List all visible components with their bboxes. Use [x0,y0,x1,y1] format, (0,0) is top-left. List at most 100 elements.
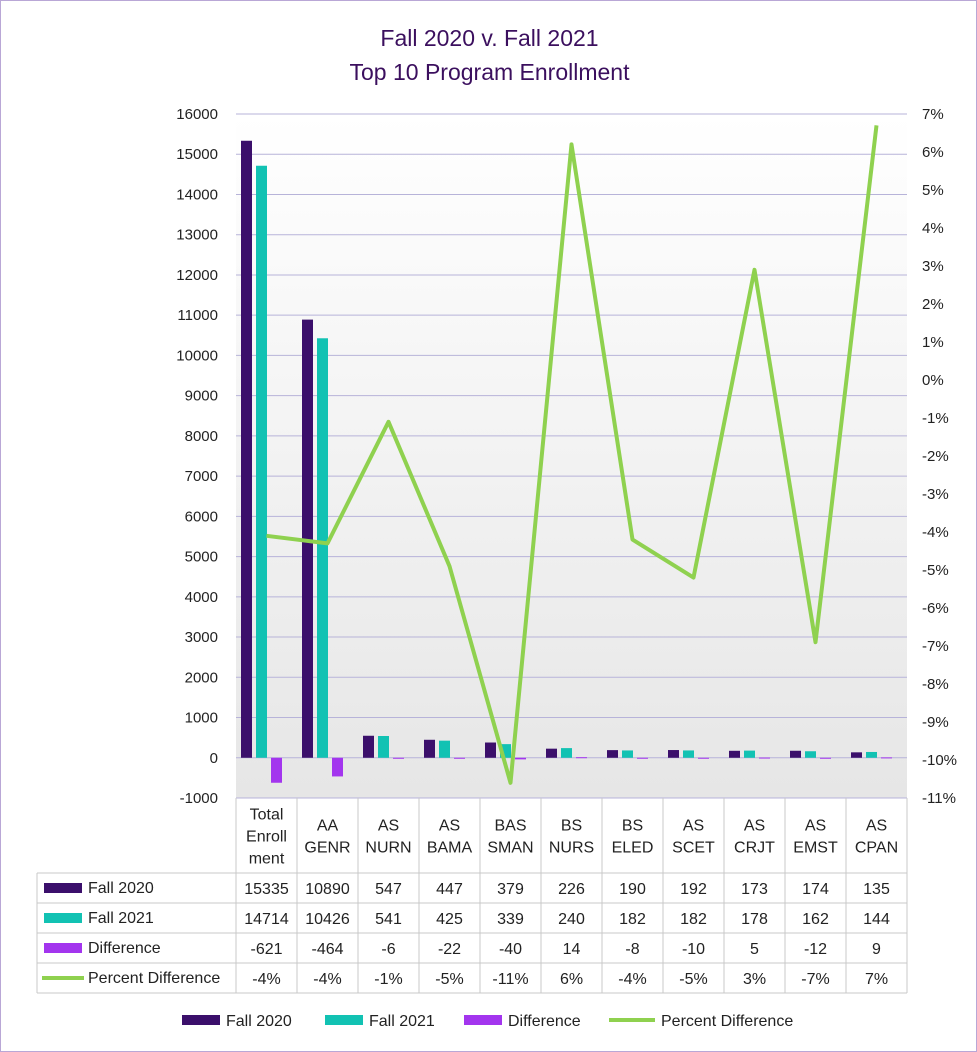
bar-difference [576,757,587,759]
table-cell: 339 [497,911,524,928]
bar-difference [271,757,282,783]
left-axis-tick-label: 7000 [185,468,218,485]
bar-fall-2021 [744,750,755,758]
table-cell: -5% [679,971,707,988]
bar-fall-2021 [622,750,633,758]
right-axis-tick-label: -4% [922,524,949,541]
category-label: CPAN [855,840,898,857]
table-cell: 182 [680,911,707,928]
left-axis-tick-label: 16000 [176,106,218,123]
left-axis-tick-label: 2000 [185,669,218,686]
table-cell: -8 [625,941,639,958]
table-cell: 173 [741,881,768,898]
table-cell: 547 [375,881,402,898]
left-axis-tick-label: 11000 [177,307,218,324]
data-table: Total Enroll ment AA GENR AS NURN AS BAMA BAS SMAN… [36,798,908,994]
left-axis-tick-label: 10000 [176,347,218,364]
legend-label: Difference [508,1013,581,1030]
chart-title-line-2: Top 10 Program Enrollment [349,59,630,85]
bar-fall-2021 [866,751,877,758]
right-axis-tick-label: 1% [922,334,944,351]
table-cell: -7% [801,971,829,988]
legend-key [464,1015,502,1025]
table-cell: 5 [750,941,759,958]
category-label: CRJT [734,840,775,857]
left-axis-tick-label: 12000 [176,267,218,284]
category-label: BS [561,818,582,835]
bar-difference [637,757,648,759]
left-axis-tick-label: -1000 [180,790,218,807]
gridlines [236,113,907,799]
left-axis-tick-label: 15000 [176,146,218,163]
category-label: AS [866,818,887,835]
table-cell: 6% [560,971,583,988]
right-axis-tick-label: 3% [922,258,944,275]
table-cell: 3% [743,971,766,988]
table-cell: 10426 [305,911,350,928]
left-axis-tick-label: 0 [210,750,218,767]
table-cell: -4% [313,971,341,988]
left-axis-tick-label: 9000 [185,388,218,405]
table-cell: 226 [558,881,585,898]
table-cell: 425 [436,911,463,928]
category-label: AS [683,818,704,835]
category-label: AS [439,818,460,835]
table-cell: -10 [682,941,705,958]
category-label: BS [622,818,643,835]
right-axis-tick-label: 7% [922,106,944,123]
bar-fall-2020 [790,750,801,758]
table-row-label: Fall 2021 [88,910,154,927]
table-cell: 447 [436,881,463,898]
table-cell: -40 [499,941,522,958]
bar-difference [820,757,831,759]
left-axis-tick-label: 4000 [185,589,218,606]
left-axis-ticks: -1000 0 1000 2000 3000 4000 5000 6000 7000 8000 90… [176,106,218,807]
table-cell: 135 [863,881,890,898]
right-axis-tick-label: -10% [922,752,957,769]
bar-fall-2021 [378,735,389,758]
line-series [266,125,879,785]
table-cell: 182 [619,911,646,928]
category-label: Total [250,807,284,824]
right-axis-tick-label: -11% [922,790,956,807]
table-cell: 240 [558,911,585,928]
left-axis-tick-label: 13000 [176,227,218,244]
left-axis-tick-label: 8000 [185,428,218,445]
bar-fall-2021 [805,751,816,758]
left-axis-tick-label: 1000 [185,710,218,727]
right-axis-tick-label: -2% [922,448,949,465]
category-label: NURN [365,840,411,857]
table-cell: -11% [492,971,528,988]
table-cell: 178 [741,911,768,928]
table-legend-key [44,883,82,893]
bar-difference [332,757,343,777]
legend-label: Fall 2021 [369,1013,435,1030]
legend-label: Fall 2020 [226,1013,292,1030]
table-cell: -4% [618,971,646,988]
table-cell: 10890 [305,881,350,898]
right-axis-tick-label: -1% [922,410,949,427]
table-cell: -12 [804,941,827,958]
table-cell: 15335 [244,881,289,898]
table-cell: 379 [497,881,524,898]
table-cell: 162 [802,911,829,928]
table-legend-key [44,913,82,923]
category-label: SCET [672,840,715,857]
category-label: Enroll [246,829,287,846]
bar-fall-2020 [546,748,557,758]
bar-fall-2020 [363,735,374,758]
left-axis-tick-label: 14000 [176,186,218,203]
bar-difference [698,757,709,759]
bar-fall-2020 [485,742,496,758]
table-cell: -1% [374,971,402,988]
bar-fall-2021 [256,165,267,758]
table-legend-key [44,943,82,953]
category-label: AS [744,818,765,835]
bar-fall-2020 [851,752,862,758]
category-label: SMAN [487,840,533,857]
legend-key [325,1015,363,1025]
table-cell: 190 [619,881,646,898]
bar-fall-2020 [668,750,679,758]
chart-title: Fall 2020 v. Fall 2021 Top 10 Program En… [1,21,977,89]
